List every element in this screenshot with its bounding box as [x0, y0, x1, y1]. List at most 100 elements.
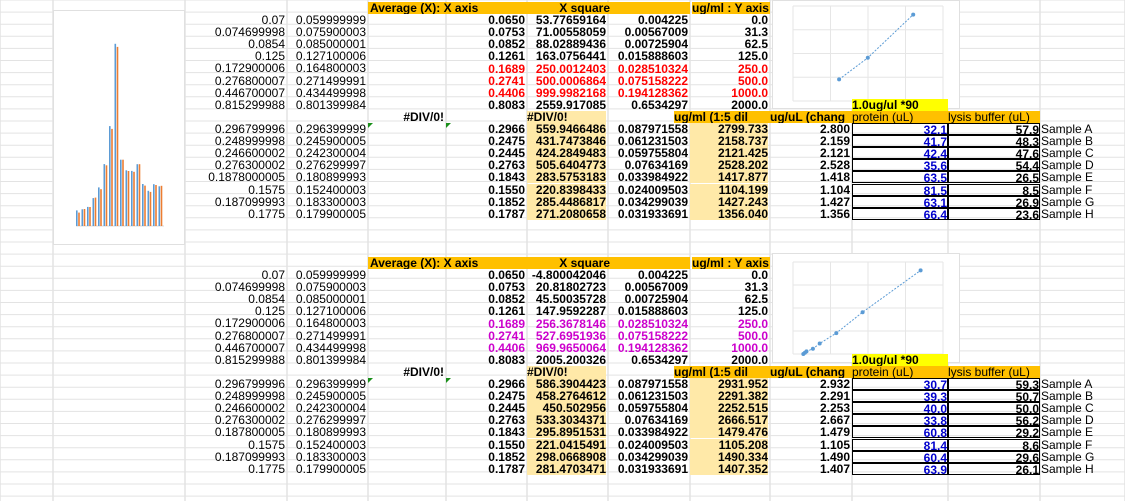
sample-name-cell[interactable]: Sample H: [1041, 462, 1094, 475]
sample-x-cell[interactable]: 586.3904423: [527, 378, 606, 390]
std-x-cell[interactable]: 71.00558059: [535, 26, 606, 39]
sample-lysis-cell[interactable]: 59.3: [948, 378, 1040, 390]
sample-name-cell[interactable]: Sample D: [1041, 414, 1094, 427]
left-cell-b[interactable]: 0.127100006: [295, 50, 366, 63]
sample-ugml-cell[interactable]: 2528.202: [690, 159, 768, 172]
left-cell-b[interactable]: 0.271499991: [295, 74, 366, 87]
sample-ugul-cell[interactable]: 2.291: [819, 390, 850, 403]
sample-xsq-cell[interactable]: 0.024009503: [617, 438, 688, 451]
sample-ugul-cell[interactable]: 1.427: [819, 195, 850, 208]
sample-name-cell[interactable]: Sample E: [1041, 171, 1094, 184]
avg-x-axis-header[interactable]: Average (X): X axis: [370, 2, 479, 14]
left-cell-a[interactable]: 0.074699998: [214, 281, 285, 294]
sample-name-cell[interactable]: Sample G: [1041, 195, 1095, 208]
left-cell-b[interactable]: 0.164800003: [295, 317, 366, 330]
sample-ugul-cell[interactable]: 1.407: [819, 462, 850, 475]
left-cell-b[interactable]: 0.085000001: [295, 293, 366, 306]
sample-xsq-cell[interactable]: 0.031933691: [617, 462, 688, 475]
std-xsq-cell[interactable]: 0.015888603: [617, 305, 688, 318]
std-y-cell[interactable]: 0.0: [751, 14, 768, 27]
sample-protein-cell[interactable]: 66.4: [852, 207, 948, 220]
left-cell-d[interactable]: 0.179900005: [295, 462, 366, 475]
std-xsq-cell[interactable]: 0.028510324: [617, 62, 688, 75]
std-avg-cell[interactable]: 0.0852: [488, 38, 525, 51]
left-cell-a[interactable]: 0.125: [254, 50, 285, 63]
std-xsq-cell[interactable]: 0.00725904: [624, 293, 688, 306]
std-avg-cell[interactable]: 0.1689: [488, 317, 525, 330]
std-avg-cell[interactable]: 0.0852: [488, 293, 525, 306]
sample-x-cell[interactable]: 285.4486817: [527, 195, 606, 208]
std-xsq-cell[interactable]: 0.194128362: [617, 341, 688, 354]
std-xsq-cell[interactable]: 0.00725904: [624, 38, 688, 51]
div0-cell-2[interactable]: #DIV/0!: [527, 365, 606, 378]
left-cell-a[interactable]: 0.07: [261, 14, 285, 26]
left-cell-a[interactable]: 0.074699998: [214, 26, 285, 39]
header-bar[interactable]: [368, 257, 690, 269]
sample-x-cell[interactable]: 271.2080658: [527, 207, 606, 220]
std-avg-cell[interactable]: 0.0650: [488, 269, 525, 282]
sample-ugml-cell[interactable]: 1479.476: [690, 426, 768, 439]
sample-avg-cell[interactable]: 0.2966: [488, 378, 525, 390]
sample-ugml-cell[interactable]: 1427.243: [690, 195, 768, 208]
sample-lysis-cell[interactable]: 29.6: [948, 450, 1040, 463]
std-avg-cell[interactable]: 0.1261: [488, 50, 525, 63]
std-y-cell[interactable]: 2000.0: [731, 98, 768, 111]
left-cell-d[interactable]: 0.183300003: [295, 195, 366, 208]
left-cell-b[interactable]: 0.164800003: [295, 62, 366, 75]
left-cell-d[interactable]: 0.296399999: [295, 123, 366, 135]
left-cell-d[interactable]: 0.180899993: [295, 171, 366, 184]
sample-lysis-cell[interactable]: 48.3: [948, 135, 1040, 148]
left-cell-b[interactable]: 0.801399984: [295, 353, 366, 366]
sample-lysis-cell[interactable]: 54.4: [948, 159, 1040, 172]
sample-xsq-cell[interactable]: 0.024009503: [617, 183, 688, 196]
left-cell-b[interactable]: 0.075900003: [295, 281, 366, 294]
left-cell-a[interactable]: 0.276800007: [214, 329, 285, 342]
std-avg-cell[interactable]: 0.0753: [488, 26, 525, 39]
sample-ugml-cell[interactable]: 1104.199: [690, 183, 768, 196]
ug-ml-y-axis-header[interactable]: ug/ml : Y axis: [692, 257, 770, 269]
sample-ugml-cell[interactable]: 2666.517: [690, 414, 768, 427]
sample-avg-cell[interactable]: 0.1852: [488, 195, 525, 208]
sample-ugml-cell[interactable]: 1417.877: [690, 171, 768, 184]
sample-x-cell[interactable]: 298.0668908: [527, 450, 606, 463]
std-x-cell[interactable]: 163.0756441: [535, 50, 606, 63]
ug-ml-y-axis-header[interactable]: ug/ml : Y axis: [692, 2, 770, 14]
sample-protein-cell[interactable]: 41.7: [852, 135, 948, 148]
sample-xsq-cell[interactable]: 0.033984922: [617, 426, 688, 439]
sample-xsq-cell[interactable]: 0.034299039: [617, 450, 688, 463]
sample-ugul-cell[interactable]: 1.490: [819, 450, 850, 463]
std-avg-cell[interactable]: 0.8083: [488, 353, 525, 366]
std-y-cell[interactable]: 1000.0: [731, 86, 768, 99]
sample-protein-cell[interactable]: 63.9: [852, 462, 948, 475]
sample-protein-cell[interactable]: 40.0: [852, 402, 948, 415]
std-x-cell[interactable]: 2559.917085: [535, 98, 606, 111]
std-x-cell[interactable]: 45.50035728: [535, 293, 606, 306]
std-y-cell[interactable]: 500.0: [737, 74, 768, 87]
std-xsq-cell[interactable]: 0.004225: [637, 269, 688, 282]
div0-cell-1[interactable]: #DIV/0!: [403, 110, 444, 123]
left-cell-c[interactable]: 0.296799996: [214, 123, 285, 135]
left-cell-a[interactable]: 0.815299988: [214, 98, 285, 111]
left-cell-b[interactable]: 0.127100006: [295, 305, 366, 318]
sample-x-cell[interactable]: 450.502956: [527, 402, 606, 415]
sample-protein-cell[interactable]: 42.4: [852, 147, 948, 160]
left-cell-c[interactable]: 0.248999998: [214, 135, 285, 148]
sample-avg-cell[interactable]: 0.2445: [488, 402, 525, 415]
sample-xsq-cell[interactable]: 0.031933691: [617, 207, 688, 220]
sample-x-cell[interactable]: 424.2849483: [527, 147, 606, 160]
left-cell-c[interactable]: 0.246600002: [214, 147, 285, 160]
sample-xsq-cell[interactable]: 0.033984922: [617, 171, 688, 184]
left-cell-c[interactable]: 0.1775: [248, 207, 285, 220]
std-y-cell[interactable]: 62.5: [744, 38, 768, 51]
std-y-cell[interactable]: 250.0: [737, 62, 768, 75]
sample-name-cell[interactable]: Sample A: [1041, 123, 1093, 135]
left-cell-d[interactable]: 0.245900005: [295, 390, 366, 403]
left-cell-b[interactable]: 0.434499998: [295, 86, 366, 99]
std-y-cell[interactable]: 31.3: [744, 26, 768, 39]
left-cell-d[interactable]: 0.152400003: [295, 183, 366, 196]
left-cell-d[interactable]: 0.245900005: [295, 135, 366, 148]
sample-ugul-cell[interactable]: 1.356: [819, 207, 850, 220]
sample-avg-cell[interactable]: 0.1550: [488, 438, 525, 451]
left-cell-c[interactable]: 0.276300002: [214, 414, 285, 427]
left-cell-d[interactable]: 0.179900005: [295, 207, 366, 220]
